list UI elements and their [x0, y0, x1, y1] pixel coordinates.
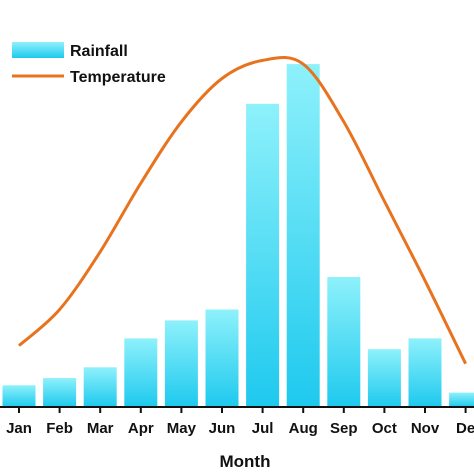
x-tick-label-jan: Jan: [6, 420, 32, 437]
rainfall-bar-mar: [83, 367, 117, 407]
rainfall-bar-nov: [408, 338, 442, 407]
x-axis-tick-labels: Jan Feb Mar Apr May Jun Jul Aug Sep Oct Nov De: [6, 420, 474, 437]
x-tick-label-jul: Jul: [252, 420, 274, 437]
rainfall-bar-feb: [43, 378, 77, 407]
rainfall-bar-may: [164, 320, 198, 407]
x-tick-label-aug: Aug: [289, 420, 318, 437]
temperature-line: [18, 55, 467, 365]
x-tick-label-de: De: [456, 420, 474, 437]
x-tick-label-may: May: [167, 420, 197, 437]
x-axis-title: Month: [220, 452, 271, 471]
rainfall-bar-apr: [124, 338, 158, 407]
x-tick-label-feb: Feb: [46, 420, 73, 437]
rainfall-bar-jul: [246, 103, 280, 408]
legend-rainfall-label: Rainfall: [70, 43, 128, 60]
legend: Rainfall Temperature: [12, 42, 166, 86]
rainfall-bars: [2, 64, 474, 408]
legend-temperature-label: Temperature: [70, 69, 166, 86]
x-tick-label-nov: Nov: [411, 420, 440, 437]
rainfall-bar-sep: [327, 277, 361, 407]
x-tick-label-apr: Apr: [128, 420, 154, 437]
x-tick-label-oct: Oct: [372, 420, 397, 437]
x-tick-label-sep: Sep: [330, 420, 358, 437]
x-tick-label-jun: Jun: [209, 420, 236, 437]
rainfall-bar-de: [449, 392, 474, 407]
legend-rainfall-swatch: [12, 42, 64, 58]
x-tick-label-mar: Mar: [87, 420, 114, 437]
x-axis-ticks: [18, 407, 467, 413]
rainfall-bar-oct: [367, 349, 401, 407]
rainfall-bar-jan: [2, 385, 36, 407]
rainfall-bar-jun: [205, 309, 239, 407]
rainfall-bar-aug: [286, 64, 320, 407]
